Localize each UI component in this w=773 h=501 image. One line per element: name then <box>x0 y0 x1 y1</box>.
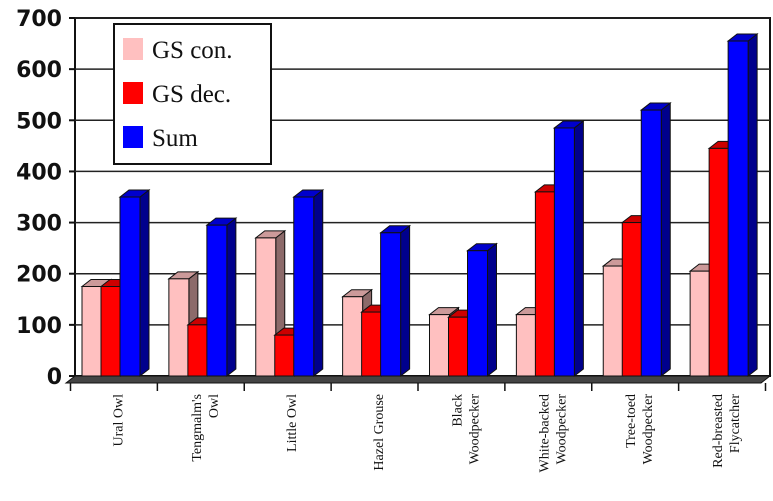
y-tick-label: 300 <box>16 212 62 237</box>
bar-side <box>660 102 671 378</box>
bar-side <box>313 188 324 378</box>
bar-side <box>226 217 237 378</box>
bar-front <box>119 196 141 377</box>
bar-front <box>380 232 402 377</box>
x-category-label: Black <box>450 394 465 427</box>
legend: GS con. GS dec. Sum <box>113 23 272 165</box>
legend-swatch <box>123 82 143 104</box>
bar <box>379 224 412 378</box>
bar-front <box>640 109 662 377</box>
bar-front <box>81 286 103 377</box>
bar-front <box>534 191 556 377</box>
x-category-label: Red-breasted <box>711 394 726 468</box>
legend-entry: GS dec. <box>152 81 231 108</box>
bar-front <box>342 296 364 377</box>
bar-front <box>293 196 315 377</box>
bar-front <box>621 222 643 377</box>
legend-entry: Sum <box>152 125 198 152</box>
axes <box>64 17 772 391</box>
bar-front <box>515 314 537 377</box>
bar-front <box>100 286 122 377</box>
x-category-label: Tree-toed <box>624 394 639 448</box>
x-category-label: Woodpecker <box>641 394 656 465</box>
bar-front <box>727 40 749 377</box>
x-category-label: Tengmalm's <box>190 394 205 462</box>
bar-front <box>168 278 190 377</box>
x-category-label: Ural Owl <box>111 394 126 447</box>
bar-side <box>573 119 584 378</box>
category-labels: Ural Owl Tengmalm's Owl Little Owl Hazel Gro… <box>111 394 743 473</box>
bar <box>118 188 151 378</box>
bars <box>80 32 759 378</box>
x-category-label: Hazel Grouse <box>372 394 387 471</box>
bar-front <box>602 265 624 377</box>
legend-entry: GS con. <box>152 37 233 64</box>
bar-front <box>689 270 711 377</box>
bar-side <box>139 188 150 378</box>
y-tick-label: 100 <box>16 314 62 339</box>
bar-front <box>361 311 383 377</box>
bar-side <box>400 224 411 378</box>
bar <box>292 188 325 378</box>
y-tick-label: 700 <box>16 7 62 32</box>
bar-front <box>429 314 450 377</box>
bar <box>205 217 238 378</box>
y-tick-labels: 0 100 200 300 400 500 600 700 <box>16 7 62 390</box>
bar-front <box>448 316 469 377</box>
bar-front <box>708 147 730 377</box>
x-category-label: Woodpecker <box>554 394 569 465</box>
chart-floor <box>64 375 772 384</box>
bar-front <box>255 237 277 377</box>
bar-front <box>206 224 228 377</box>
y-tick-label: 200 <box>16 263 62 288</box>
x-category-label: Little Owl <box>285 394 300 452</box>
y-tick-label: 600 <box>16 58 62 83</box>
bar-side <box>487 242 497 378</box>
y-tick-label: 500 <box>16 109 62 134</box>
x-category-label: Woodpecker <box>467 394 482 465</box>
x-category-label: Flycatcher <box>728 394 743 453</box>
bar <box>552 119 585 378</box>
bar <box>639 102 672 378</box>
bar <box>726 32 759 378</box>
y-tick-label: 0 <box>47 365 62 390</box>
bar-front <box>467 250 488 377</box>
bar-front <box>274 334 296 377</box>
legend-swatch <box>123 38 143 60</box>
legend-swatch <box>123 126 143 148</box>
y-tick-label: 400 <box>16 160 62 185</box>
bar-front <box>187 324 209 377</box>
bar <box>466 242 498 378</box>
bar-front <box>553 127 575 377</box>
bar-side <box>747 32 758 378</box>
x-category-label: Owl <box>207 394 222 418</box>
x-category-label: White-backed <box>537 394 552 473</box>
